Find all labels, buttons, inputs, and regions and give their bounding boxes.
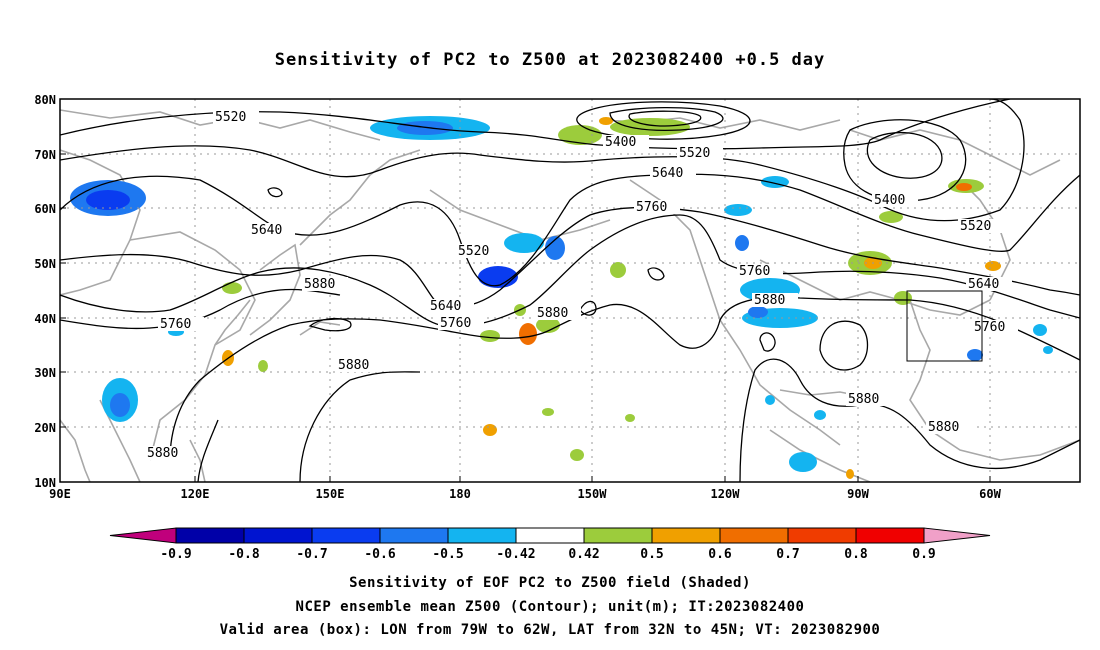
gridlines bbox=[60, 99, 1080, 482]
colorbar-segment bbox=[379, 527, 449, 544]
contour-label: 5520 bbox=[458, 244, 489, 259]
contour-label: 5640 bbox=[430, 299, 461, 314]
colorbar-label: 0.8 bbox=[844, 547, 868, 562]
colorbar: -0.9 -0.8 -0.7 -0.6 -0.5 -0.42 0.42 0.5 0.6 0.7 0.… bbox=[109, 527, 991, 562]
contour-label: 5640 bbox=[251, 223, 282, 238]
colorbar-label: -0.42 bbox=[496, 547, 535, 562]
map-frame bbox=[59, 98, 1081, 483]
lat-label: 60N bbox=[34, 202, 56, 216]
colorbar-label: 0.9 bbox=[912, 547, 935, 562]
lon-label: 120E bbox=[181, 487, 210, 501]
colorbar-segment bbox=[855, 527, 925, 544]
lat-label: 70N bbox=[34, 148, 56, 162]
contour-label: 5880 bbox=[754, 293, 785, 308]
contour-label: 5760 bbox=[160, 317, 191, 332]
contour-label: 5880 bbox=[147, 446, 178, 461]
colorbar-segment bbox=[583, 527, 653, 544]
lat-label: 40N bbox=[34, 312, 56, 326]
lon-label: 90W bbox=[847, 487, 869, 501]
colorbar-segment bbox=[311, 527, 381, 544]
contour-labels: 5520 5400 5520 5640 5760 5640 5520 5400 … bbox=[145, 110, 1018, 461]
contour-label: 5880 bbox=[848, 392, 879, 407]
colorbar-label: 0.5 bbox=[640, 547, 663, 562]
colorbar-label: 0.6 bbox=[708, 547, 732, 562]
z500-contours bbox=[60, 99, 1080, 482]
lon-label: 90E bbox=[49, 487, 71, 501]
lat-label: 10N bbox=[34, 476, 56, 490]
contour-label: 5760 bbox=[440, 316, 471, 331]
lon-label: 120W bbox=[711, 487, 741, 501]
colorbar-segment bbox=[923, 527, 991, 544]
contour-label: 5760 bbox=[636, 200, 667, 215]
colorbar-label: 0.42 bbox=[568, 547, 599, 562]
colorbar-label: -0.6 bbox=[364, 547, 395, 562]
contour-label: 5640 bbox=[652, 166, 683, 181]
sensitivity-shading bbox=[70, 116, 1053, 479]
map-title: Sensitivity of PC2 to Z500 at 2023082400… bbox=[274, 50, 826, 70]
caption-shading: Sensitivity of EOF PC2 to Z500 field (Sh… bbox=[349, 575, 751, 591]
axis-ticks bbox=[60, 98, 991, 482]
lat-label: 80N bbox=[34, 93, 56, 107]
contour-label: 5880 bbox=[338, 358, 369, 373]
colorbar-segment bbox=[651, 527, 721, 544]
contour-label: 5880 bbox=[928, 420, 959, 435]
lat-label: 50N bbox=[34, 257, 56, 271]
colorbar-segment bbox=[719, 527, 789, 544]
colorbar-segment bbox=[515, 527, 585, 544]
colorbar-segment bbox=[109, 527, 177, 544]
lat-label: 20N bbox=[34, 421, 56, 435]
lon-label: 150E bbox=[316, 487, 345, 501]
contour-label: 5400 bbox=[874, 193, 905, 208]
colorbar-label: -0.8 bbox=[228, 547, 259, 562]
contour-label: 5880 bbox=[304, 277, 335, 292]
colorbar-segment bbox=[787, 527, 857, 544]
lon-label: 180 bbox=[449, 487, 471, 501]
contour-label: 5640 bbox=[968, 277, 999, 292]
colorbar-segment bbox=[243, 527, 313, 544]
lon-label: 60W bbox=[979, 487, 1001, 501]
longitude-labels: 90E 120E 150E 180 150W 120W 90W 60W bbox=[49, 487, 1001, 501]
colorbar-label: -0.5 bbox=[432, 547, 463, 562]
contour-label: 5880 bbox=[537, 306, 568, 321]
contour-label: 5760 bbox=[974, 320, 1005, 335]
colorbar-segment bbox=[447, 527, 517, 544]
contour-label: 5520 bbox=[215, 110, 246, 125]
lon-label: 150W bbox=[578, 487, 608, 501]
colorbar-label: -0.9 bbox=[160, 547, 191, 562]
latitude-labels: 80N 70N 60N 50N 40N 30N 20N 10N bbox=[34, 93, 56, 490]
lat-label: 30N bbox=[34, 366, 56, 380]
colorbar-label: 0.7 bbox=[776, 547, 799, 562]
contour-label: 5520 bbox=[960, 219, 991, 234]
colorbar-segment bbox=[175, 527, 245, 544]
map-plot-area: 5520 5400 5520 5640 5760 5640 5520 5400 … bbox=[60, 99, 1080, 482]
contour-label: 5760 bbox=[739, 264, 770, 279]
caption-valid-area: Valid area (box): LON from 79W to 62W, L… bbox=[219, 622, 881, 638]
contour-label: 5520 bbox=[679, 146, 710, 161]
contour-label: 5400 bbox=[605, 135, 636, 150]
caption-contour: NCEP ensemble mean Z500 (Contour); unit(… bbox=[295, 599, 805, 615]
colorbar-label: -0.7 bbox=[296, 547, 327, 562]
valid-area-box bbox=[906, 290, 983, 362]
